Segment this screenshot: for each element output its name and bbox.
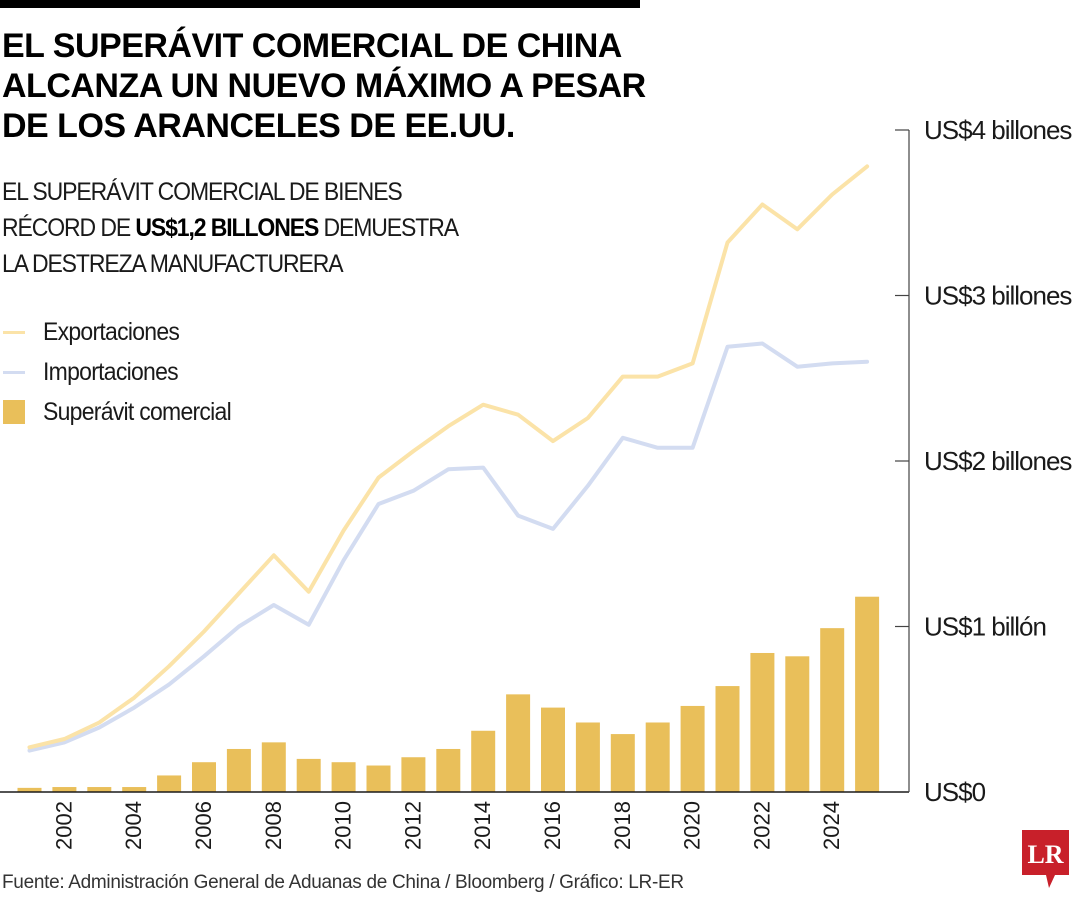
chart-title: EL SUPERÁVIT COMERCIAL DE CHINA ALCANZA … xyxy=(2,27,646,145)
legend-item-imports: Importaciones xyxy=(3,352,247,392)
y-tick-label: US$4 billones xyxy=(924,115,1072,145)
surplus-bar-2014 xyxy=(471,730,496,792)
x-tick-label: 2014 xyxy=(470,801,495,850)
y-tick-label: US$0 xyxy=(924,777,986,807)
x-tick-label: 2022 xyxy=(749,801,774,850)
surplus-bar-2003 xyxy=(87,787,112,792)
surplus-bar-2013 xyxy=(436,748,461,792)
surplus-bar-2007 xyxy=(226,748,251,792)
subtitle-text-pre: EL SUPERÁVIT COMERCIAL DE BIENES RÉCORD … xyxy=(2,178,403,242)
surplus-bar-2023 xyxy=(785,656,810,792)
source-note: Fuente: Administración General de Aduana… xyxy=(2,872,684,893)
surplus-bar-2021 xyxy=(715,686,740,792)
surplus-bar-2018 xyxy=(610,734,635,792)
surplus-bar-2009 xyxy=(296,758,321,792)
x-tick-label: 2004 xyxy=(121,801,146,850)
subtitle-highlight: US$1,2 BILLONES xyxy=(135,214,319,242)
surplus-bar-2024 xyxy=(820,628,845,792)
exports-line xyxy=(27,164,870,750)
surplus-bar-2001 xyxy=(17,787,42,792)
x-tick-label: 2010 xyxy=(331,801,356,850)
y-tick-label: US$3 billones xyxy=(924,281,1072,311)
x-tick-label: 2002 xyxy=(51,801,76,850)
x-axis: 2002 2004 2006 2008 2010 2012 2014 2016 2018 2020… xyxy=(51,801,844,850)
y-tick-label: US$2 billones xyxy=(924,446,1072,476)
legend-item-exports: Exportaciones xyxy=(3,312,247,352)
surplus-bar-2025 xyxy=(855,596,880,792)
surplus-bar-2012 xyxy=(401,757,426,792)
imports-line xyxy=(27,341,870,753)
legend-swatch-imports xyxy=(3,370,25,374)
legend-swatch-surplus xyxy=(3,400,25,424)
legend-label-surplus: Superávit comercial xyxy=(43,397,232,426)
x-tick-label: 2016 xyxy=(540,801,565,850)
surplus-bar-2002 xyxy=(52,787,77,792)
surplus-bar-2008 xyxy=(261,742,286,792)
x-tick-label: 2008 xyxy=(261,801,286,850)
x-tick-label: 2018 xyxy=(610,801,635,850)
y-axis: US$4 billones US$3 billones US$2 billones U… xyxy=(0,115,1073,807)
surplus-bar-2022 xyxy=(750,652,775,792)
surplus-bar-2015 xyxy=(506,694,531,792)
logo-text: LR xyxy=(1027,840,1063,869)
x-tick-label: 2006 xyxy=(191,801,216,850)
lr-logo: LR xyxy=(1022,830,1069,888)
x-tick-label: 2020 xyxy=(680,801,705,850)
surplus-bar-2017 xyxy=(575,722,600,792)
surplus-bars xyxy=(17,596,880,792)
surplus-bar-2010 xyxy=(331,762,356,792)
surplus-bar-2020 xyxy=(680,705,705,792)
surplus-bar-2006 xyxy=(192,762,216,792)
surplus-bar-2011 xyxy=(366,765,391,792)
surplus-bar-2005 xyxy=(157,775,182,792)
subtitle-text-post: DEMUESTRA LA DESTREZA MANUFACTURERA xyxy=(2,214,458,278)
legend-label-exports: Exportaciones xyxy=(43,317,180,346)
surplus-bar-2004 xyxy=(122,787,147,792)
surplus-bar-2016 xyxy=(541,707,565,792)
trade-lines xyxy=(27,164,870,753)
logo-speech-bubble-icon xyxy=(1022,830,1069,888)
legend-label-imports: Importaciones xyxy=(43,357,179,386)
chart-subtitle: EL SUPERÁVIT COMERCIAL DE BIENES RÉCORD … xyxy=(2,174,462,282)
x-tick-label: 2012 xyxy=(400,801,425,850)
x-tick-label: 2024 xyxy=(819,801,844,850)
legend-swatch-exports xyxy=(3,330,25,334)
legend-item-surplus: Superávit comercial xyxy=(3,392,247,432)
top-rule xyxy=(0,0,640,8)
y-tick-label: US$1 billón xyxy=(924,612,1046,642)
surplus-bar-2019 xyxy=(645,722,670,792)
legend: Exportaciones Importaciones Superávit co… xyxy=(3,312,247,432)
